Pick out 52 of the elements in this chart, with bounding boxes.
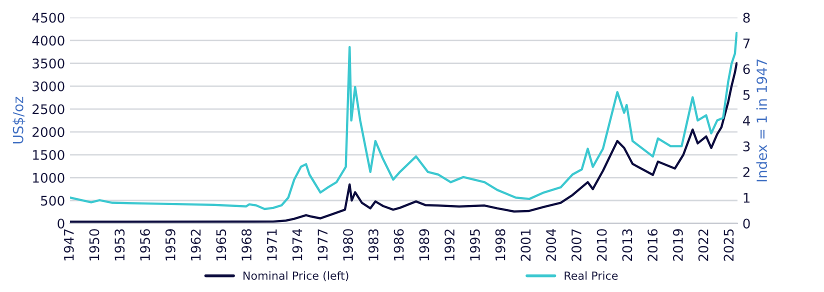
y2-tick-label: 4	[742, 116, 750, 126]
x-tick-label: 2004	[546, 228, 556, 261]
y-tick-label: 3000	[32, 81, 64, 92]
y2-tick-label: 6	[743, 64, 750, 74]
y-tick-label: 4000	[32, 36, 64, 46]
x-tick-label: 1995	[470, 229, 480, 260]
y2-tick-label: 0	[743, 218, 750, 229]
x-tick-label: 1986	[394, 229, 404, 260]
x-tick-label: 2001	[520, 229, 531, 261]
line-series	[70, 62, 738, 223]
y-tick-label: 500	[41, 196, 64, 206]
x-tick-label: 2016	[648, 229, 658, 261]
y2-tick-label: 5	[743, 90, 750, 100]
x-tick-label: 1974	[292, 228, 302, 260]
line-series	[70, 32, 738, 210]
y-axis-title: US$/oz	[12, 96, 26, 144]
y2-axis-title: Index = 1 in 1947	[756, 59, 768, 182]
x-tick-label: 2010	[596, 229, 607, 261]
x-tick-label: 2019	[672, 229, 683, 261]
y2-tick-label: 1	[744, 193, 750, 203]
x-tick-label: 2013	[622, 229, 632, 261]
x-tick-label: 1992	[444, 230, 455, 260]
y-tick-label: 3500	[32, 58, 64, 68]
x-tick-label: 2025	[724, 229, 734, 261]
y2-tick-label: 2	[743, 167, 750, 177]
y-tick-label: 2000	[32, 127, 64, 138]
x-tick-label: 1977	[318, 229, 328, 260]
y-tick-label: 1000	[33, 172, 64, 183]
x-tick-label: 1956	[140, 229, 150, 260]
x-tick-label: 1953	[114, 229, 125, 260]
x-tick-label: 1983	[368, 229, 378, 260]
x-tick-label: 1998	[495, 229, 506, 260]
y-tick-label: 4500	[32, 12, 64, 23]
legend-label: Real Price	[564, 271, 618, 280]
x-tick-label: 1971	[266, 229, 277, 260]
x-tick-label: 1947	[64, 229, 74, 260]
x-tick-label: 1980	[343, 229, 354, 260]
y2-tick-label: 3	[743, 141, 750, 152]
x-tick-label: 1950	[89, 229, 100, 260]
x-tick-label: 2022	[698, 230, 708, 261]
y-tick-label: 2500	[32, 104, 64, 114]
x-tick-label: 2007	[571, 229, 582, 261]
y2-tick-label: 8	[743, 12, 750, 23]
x-tick-label: 1965	[216, 229, 226, 260]
x-tick-label: 1959	[165, 229, 176, 260]
x-tick-label: 1962	[190, 230, 201, 260]
y-tick-label: 1500	[33, 150, 64, 160]
y-tick-label: 0	[58, 218, 64, 229]
x-tick-label: 1968	[242, 229, 252, 260]
legend-label: Nominal Price (left)	[244, 271, 348, 282]
x-tick-label: 1989	[419, 229, 430, 260]
y2-tick-label: 7	[743, 38, 750, 48]
